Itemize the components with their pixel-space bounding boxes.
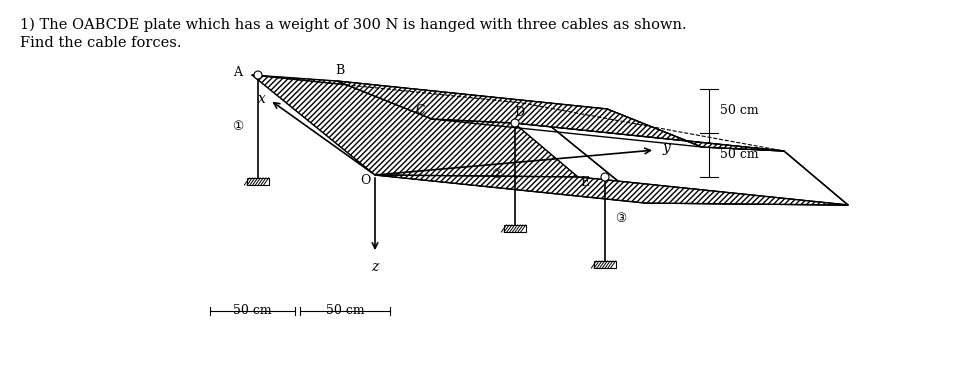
- Polygon shape: [522, 103, 848, 205]
- Text: E: E: [580, 176, 589, 188]
- Polygon shape: [337, 81, 784, 151]
- Text: 1) The OABCDE plate which has a weight of 300 N is hanged with three cables as s: 1) The OABCDE plate which has a weight o…: [20, 18, 686, 32]
- Circle shape: [254, 71, 262, 79]
- Text: 50 cm: 50 cm: [720, 148, 758, 162]
- Text: z: z: [371, 260, 379, 274]
- Text: ①: ①: [233, 120, 244, 133]
- Bar: [247, 178, 269, 185]
- Text: 50 cm: 50 cm: [233, 304, 271, 317]
- Text: C: C: [415, 104, 425, 117]
- Bar: [504, 225, 526, 232]
- Circle shape: [511, 119, 519, 127]
- Bar: [594, 261, 616, 268]
- Text: O: O: [359, 175, 370, 188]
- Text: B: B: [335, 63, 345, 76]
- Text: x: x: [259, 92, 266, 106]
- Text: A: A: [234, 66, 242, 78]
- Text: ②: ②: [491, 167, 503, 181]
- Text: 50 cm: 50 cm: [720, 103, 758, 116]
- Circle shape: [601, 173, 609, 181]
- Text: 50 cm: 50 cm: [326, 304, 364, 317]
- Text: D: D: [514, 107, 524, 119]
- Text: Find the cable forces.: Find the cable forces.: [20, 36, 182, 50]
- Polygon shape: [375, 175, 848, 205]
- Polygon shape: [252, 75, 578, 177]
- Text: ③: ③: [615, 213, 627, 226]
- Text: y: y: [663, 141, 671, 155]
